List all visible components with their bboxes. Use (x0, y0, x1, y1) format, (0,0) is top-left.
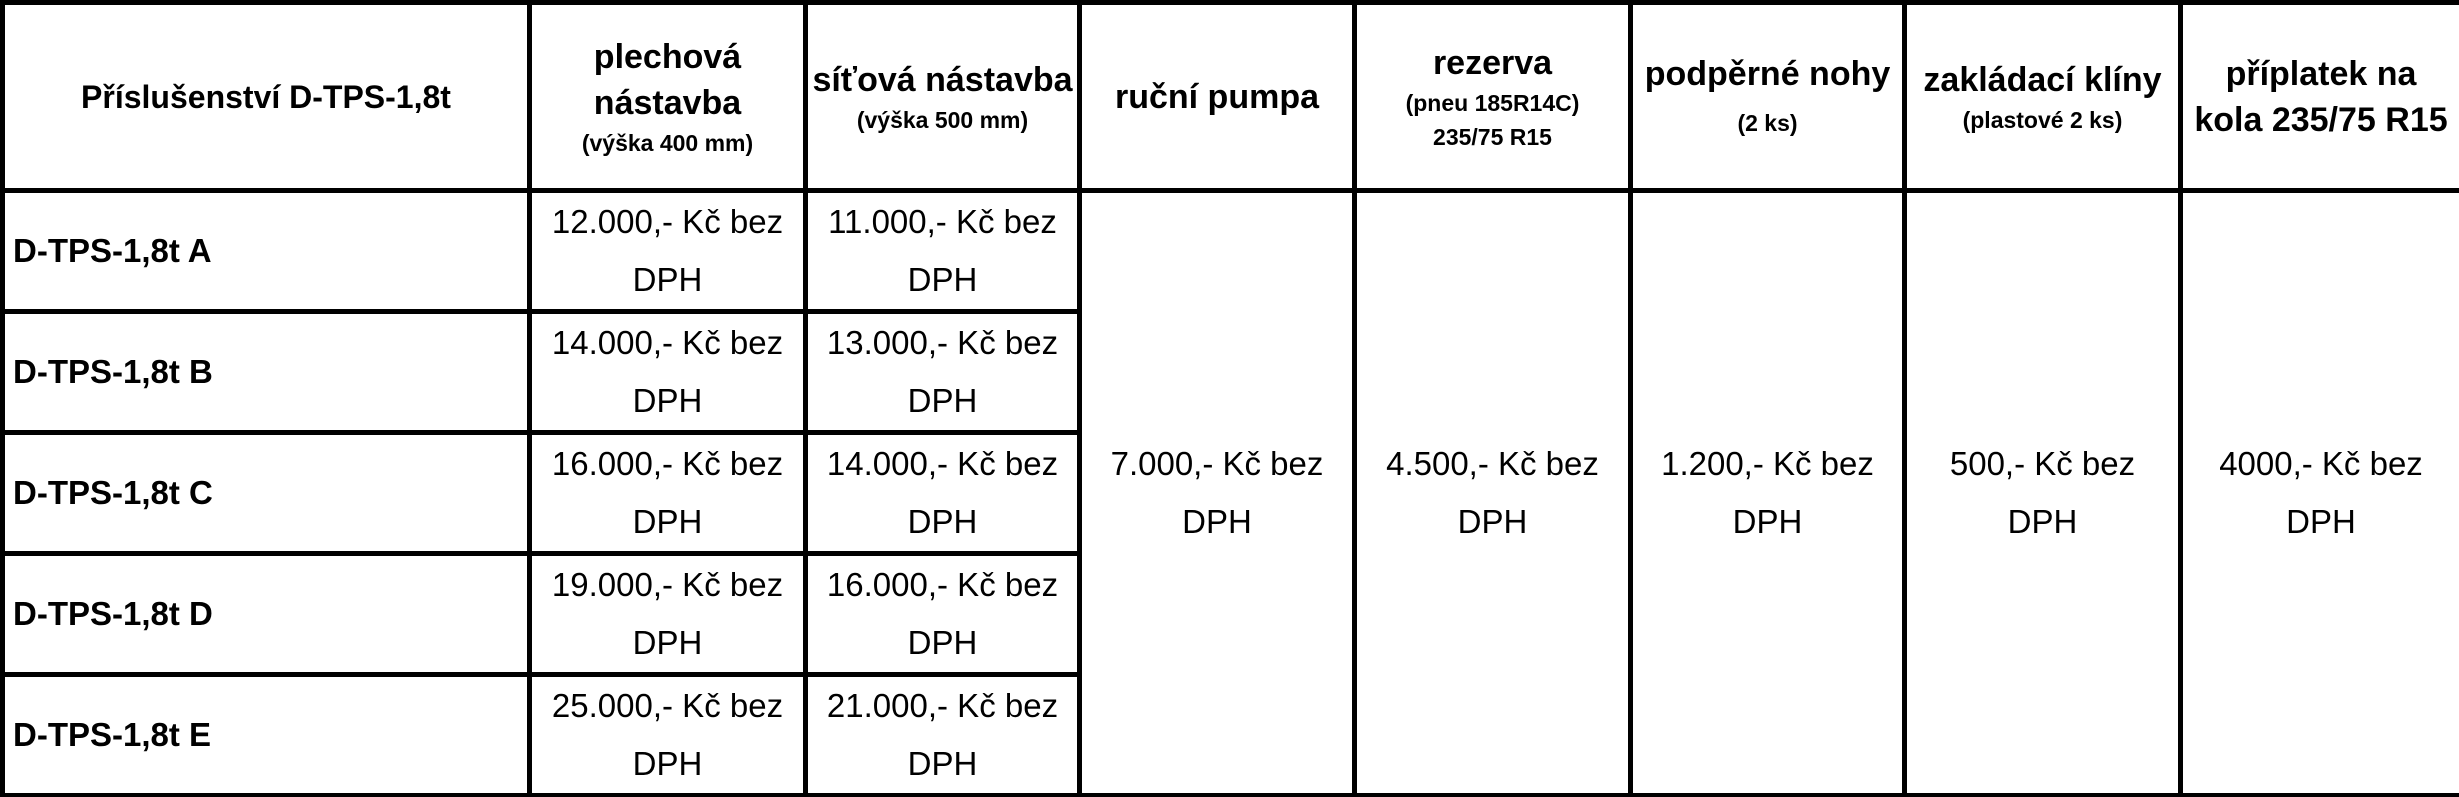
model-name: D-TPS-1,8t C (0, 430, 532, 556)
price-cell: 12.000,- Kč bez DPH (527, 188, 808, 314)
data-row: D-TPS-1,8t B 14.000,- Kč bez DPH 13.000,- … (0, 309, 2459, 435)
header-cell: rezerva (pneu 185R14C) 235/75 R15 (1352, 0, 1633, 193)
header-note: (pneu 185R14C) (1405, 89, 1580, 116)
header-title: rezerva (1432, 43, 1553, 82)
model-name: D-TPS-1,8t A (0, 188, 532, 314)
price-cell: 14.000,- Kč bez DPH (527, 309, 808, 435)
data-row: D-TPS-1,8t A 12.000,- Kč bez DPH 11.000,- … (0, 188, 2459, 797)
model-name: D-TPS-1,8t E (0, 672, 532, 797)
model-name: D-TPS-1,8t D (0, 551, 532, 677)
header-title: podpěrné nohy (1644, 54, 1891, 93)
header-title: příplatek na kola 235/75 R15 (2194, 54, 2448, 139)
header-cell: ruční pumpa (1077, 0, 1357, 193)
header-cell: zakládací klíny (plastové 2 ks) (1902, 0, 2183, 193)
price-cell: 21.000,- Kč bez DPH (803, 672, 1082, 797)
price-cell: 14.000,- Kč bez DPH (803, 430, 1082, 556)
shared-price-cell: 4000,- Kč bez DPH (2178, 188, 2459, 797)
model-name: D-TPS-1,8t B (0, 309, 532, 435)
header-title: ruční pumpa (1114, 77, 1320, 116)
data-row: D-TPS-1,8t E 25.000,- Kč bez DPH 21.000,- … (0, 672, 2459, 797)
data-row: D-TPS-1,8t C 16.000,- Kč bez DPH 14.000,- … (0, 430, 2459, 556)
header-row: Příslušenství D-TPS-1,8t plechová nástavb… (0, 0, 2459, 193)
header-title: plechová nástavba (593, 37, 742, 122)
shared-price-cell: 7.000,- Kč bez DPH (1077, 188, 1357, 797)
header-cell: Příslušenství D-TPS-1,8t (0, 0, 532, 193)
header-note: (2 ks) (1737, 109, 1798, 136)
shared-price-cell: 1.200,- Kč bez DPH (1628, 188, 1907, 797)
shared-price-cell: 4.500,- Kč bez DPH (1352, 188, 1633, 797)
header-note: (výška 500 mm) (856, 106, 1029, 133)
header-note: 235/75 R15 (1433, 123, 1552, 150)
header-note: (plastové 2 ks) (1962, 106, 2123, 133)
header-note: (výška 400 mm) (581, 129, 754, 156)
price-cell: 13.000,- Kč bez DPH (803, 309, 1082, 435)
price-cell: 16.000,- Kč bez DPH (527, 430, 808, 556)
header-title: síťová nástavba (812, 60, 1073, 99)
shared-price-cell: 500,- Kč bez DPH (1902, 188, 2183, 797)
price-cell: 19.000,- Kč bez DPH (527, 551, 808, 677)
header-cell: plechová nástavba (výška 400 mm) (527, 0, 808, 193)
header-cell: síťová nástavba (výška 500 mm) (803, 0, 1082, 193)
price-cell: 25.000,- Kč bez DPH (527, 672, 808, 797)
header-cell: podpěrné nohy (2 ks) (1628, 0, 1907, 193)
header-title: Příslušenství D-TPS-1,8t (81, 78, 451, 115)
price-cell: 11.000,- Kč bez DPH (803, 188, 1082, 314)
price-cell: 16.000,- Kč bez DPH (803, 551, 1082, 677)
header-cell: příplatek na kola 235/75 R15 (2178, 0, 2459, 193)
header-title: zakládací klíny (1923, 60, 2162, 99)
data-row: D-TPS-1,8t D 19.000,- Kč bez DPH 16.000,- … (0, 551, 2459, 677)
